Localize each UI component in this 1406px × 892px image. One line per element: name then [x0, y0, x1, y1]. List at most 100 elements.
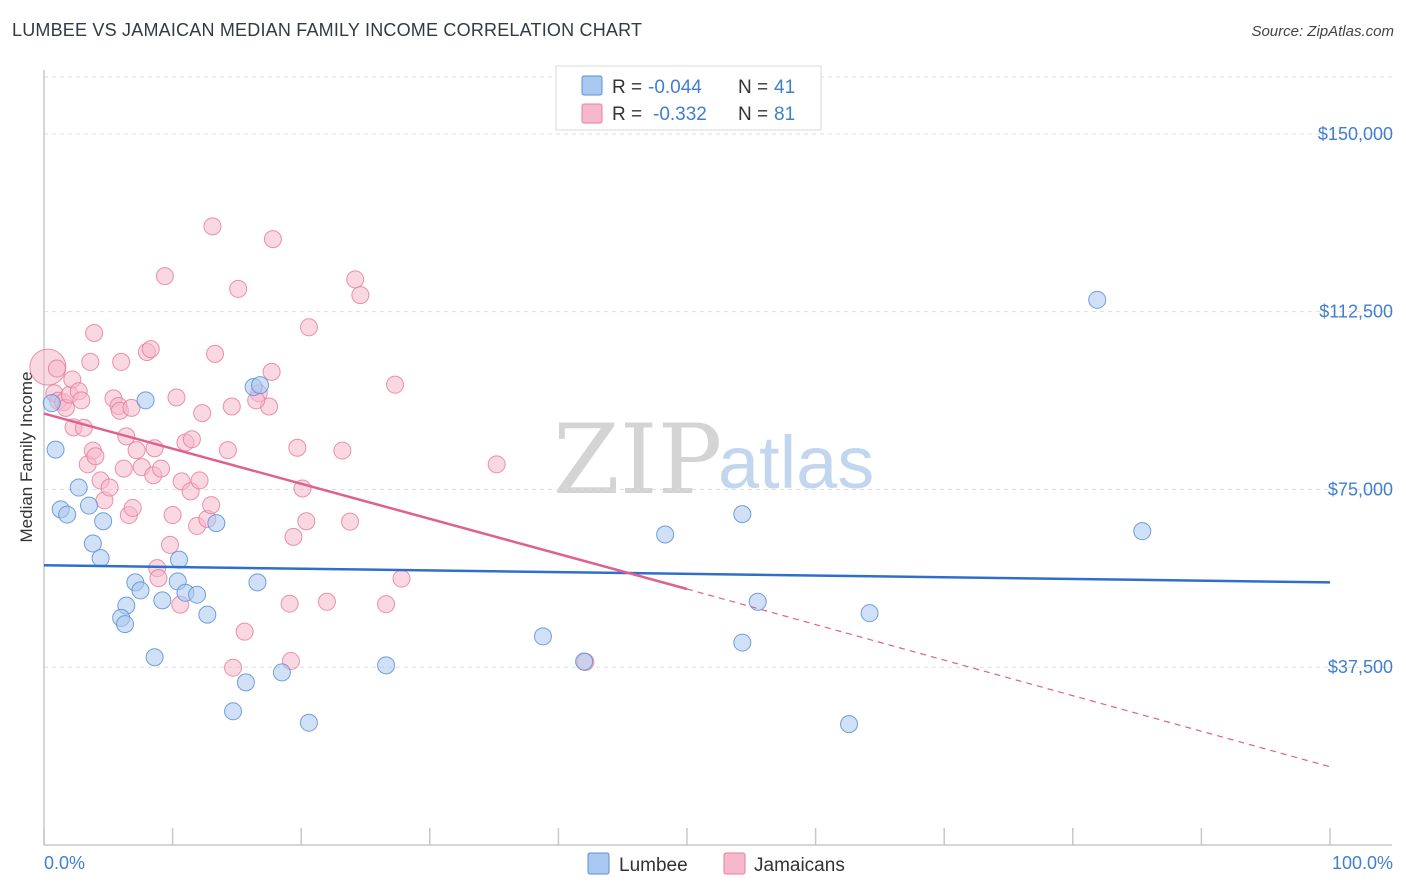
legend-r-label-jamaicans: R = [612, 104, 642, 125]
point-lumbee [733, 505, 752, 524]
point-jamaicans [203, 217, 222, 236]
point-lumbee [1088, 290, 1107, 309]
point-lumbee [236, 673, 255, 692]
point-jamaicans [122, 398, 141, 417]
point-lumbee [188, 585, 207, 604]
point-jamaicans [218, 441, 237, 460]
series-jamaicans-points [29, 217, 595, 677]
point-jamaicans [263, 230, 282, 249]
point-lumbee [299, 713, 318, 732]
point-lumbee [131, 581, 150, 600]
point-lumbee [656, 525, 675, 544]
watermark-zip: ZIP [553, 404, 722, 516]
point-lumbee [91, 549, 110, 568]
point-jamaicans [163, 506, 182, 525]
legend-r-label-lumbee: R = [612, 77, 642, 98]
point-jamaicans [114, 459, 133, 478]
point-lumbee [733, 633, 752, 652]
legend-swatch-jamaicans [581, 103, 603, 124]
point-lumbee [207, 514, 226, 533]
point-jamaicans [85, 324, 104, 342]
point-jamaicans [202, 496, 221, 515]
point-jamaicans [149, 569, 168, 588]
legend: R = -0.044 N = 41 R = -0.332 N = 81 [555, 65, 822, 131]
point-jamaicans [141, 340, 160, 359]
point-jamaicans [127, 441, 146, 460]
series-lumbee-points [42, 290, 1152, 734]
point-lumbee [251, 376, 270, 395]
point-jamaicans [47, 359, 66, 378]
point-lumbee [116, 615, 135, 634]
point-lumbee [136, 391, 155, 410]
point-jamaicans [112, 352, 131, 371]
point-jamaicans [123, 498, 142, 517]
point-jamaicans [299, 318, 318, 337]
point-jamaicans [81, 352, 100, 371]
point-lumbee [170, 550, 189, 569]
point-jamaicans [317, 592, 336, 611]
legend-n-label-lumbee: N = [738, 77, 768, 98]
watermark-atlas: atlas [718, 421, 874, 504]
point-jamaicans [235, 622, 254, 641]
x-tick-label-min: 0.0% [44, 853, 85, 873]
trend-lines [43, 412, 1331, 768]
y-tick-label: $112,500 [1319, 302, 1393, 322]
point-lumbee [272, 663, 291, 682]
point-jamaicans [346, 270, 365, 289]
point-jamaicans [167, 388, 186, 407]
point-lumbee [58, 505, 77, 524]
legend-r-value-jamaicans: -0.332 [653, 104, 707, 125]
point-lumbee [46, 440, 65, 459]
bottom-legend-swatch-jamaicans [723, 852, 746, 875]
point-jamaicans [152, 459, 171, 478]
point-jamaicans [222, 397, 241, 416]
point-lumbee [69, 478, 88, 497]
point-jamaicans [487, 455, 506, 474]
point-jamaicans [386, 375, 405, 394]
point-jamaicans [351, 286, 370, 305]
bottom-legend-swatch-lumbee [587, 852, 610, 875]
point-jamaicans [377, 595, 396, 614]
y-axis-label: Median Family Income [17, 371, 36, 542]
point-lumbee [145, 648, 164, 667]
trend-line-jamaicans-extension [686, 588, 1331, 768]
point-lumbee [533, 627, 552, 646]
point-jamaicans [155, 267, 174, 286]
point-jamaicans [224, 658, 243, 677]
point-jamaicans [161, 535, 180, 554]
point-lumbee [748, 592, 767, 611]
legend-r-value-lumbee: -0.044 [648, 77, 702, 98]
point-lumbee [575, 652, 594, 671]
legend-n-label-jamaicans: N = [738, 104, 768, 125]
point-jamaicans [206, 344, 225, 363]
x-tick-label-max: 100.0% [1332, 853, 1393, 873]
y-tick-label: $37,500 [1328, 657, 1393, 677]
bottom-legend-label-jamaicans: Jamaicans [754, 855, 845, 876]
gridlines [44, 76, 1392, 668]
point-jamaicans [284, 527, 303, 546]
point-lumbee [1133, 522, 1152, 541]
source-credit: Source: ZipAtlas.com [1251, 23, 1394, 40]
point-jamaicans [333, 441, 352, 460]
point-jamaicans [341, 512, 360, 531]
point-jamaicans [262, 362, 281, 381]
point-jamaicans [72, 391, 91, 410]
point-lumbee [94, 512, 113, 531]
trend-line-jamaicans [43, 412, 688, 591]
bottom-legend: Lumbee Jamaicans [587, 852, 845, 876]
chart-title: LUMBEE VS JAMAICAN MEDIAN FAMILY INCOME … [12, 20, 643, 40]
trend-line-lumbee [43, 564, 1331, 584]
point-lumbee [860, 604, 879, 623]
point-jamaicans [288, 438, 307, 457]
y-tick-label: $75,000 [1328, 479, 1393, 499]
point-lumbee [224, 702, 243, 721]
axes [43, 70, 1392, 846]
point-jamaicans [229, 279, 248, 298]
point-lumbee [198, 605, 217, 624]
point-lumbee [840, 715, 859, 734]
point-jamaicans [280, 594, 299, 613]
point-lumbee [80, 496, 99, 515]
bottom-legend-label-lumbee: Lumbee [619, 855, 688, 876]
point-lumbee [83, 534, 102, 553]
point-jamaicans [86, 447, 105, 466]
